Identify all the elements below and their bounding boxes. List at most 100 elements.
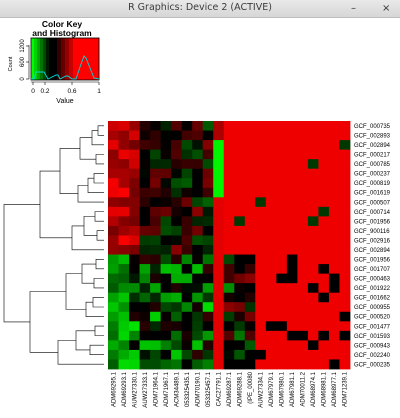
heatmap-cell — [202, 311, 214, 322]
heatmap-cell — [108, 254, 119, 265]
heatmap-cell — [181, 302, 193, 313]
heatmap-cell — [307, 292, 319, 303]
heatmap-cell — [171, 264, 183, 275]
heatmap-cell — [118, 321, 130, 332]
heatmap-cell — [181, 254, 193, 265]
heatmap-cell — [318, 254, 330, 265]
heatmap-cell — [307, 359, 319, 370]
heatmap-column-label: ADM69293.1 — [122, 371, 128, 407]
heatmap-cell — [213, 197, 225, 208]
heatmap-cell — [213, 178, 225, 189]
heatmap-cell — [202, 359, 214, 370]
heatmap-cell — [328, 283, 340, 294]
heatmap-cell — [255, 197, 267, 208]
heatmap-cell — [318, 178, 330, 189]
heatmap-cell — [181, 340, 193, 351]
heatmap-cell — [108, 264, 119, 275]
dendrogram-branch — [59, 148, 80, 195]
heatmap-cell — [234, 206, 246, 217]
heatmap-cell — [213, 168, 225, 179]
heatmap-cell — [255, 178, 267, 189]
heatmap-cell — [160, 235, 172, 246]
heatmap-cell — [328, 149, 340, 160]
heatmap-cell — [339, 235, 351, 246]
heatmap-cell — [244, 225, 256, 236]
heatmap-cell — [276, 292, 288, 303]
heatmap-cell — [139, 206, 151, 217]
color-key-x-ticks: 0 0.2 0.6 1 — [31, 82, 101, 95]
heatmap-cell — [129, 187, 140, 198]
heatmap-cell — [286, 264, 298, 275]
heatmap-cell — [139, 302, 151, 313]
heatmap-cell — [223, 340, 235, 351]
color-key-frame — [30, 37, 100, 81]
heatmap-cell — [223, 349, 235, 360]
heatmap-cell — [213, 359, 225, 370]
heatmap-cell — [150, 149, 162, 160]
heatmap-cell — [118, 330, 130, 341]
heatmap-cell — [297, 321, 309, 332]
heatmap-cell — [171, 235, 183, 246]
heatmap-cell — [129, 340, 140, 351]
minimize-button[interactable]: – — [351, 3, 356, 14]
heatmap-cell — [244, 197, 256, 208]
heatmap-cell — [318, 349, 330, 360]
heatmap-cell — [276, 330, 288, 341]
heatmap-cell — [213, 187, 225, 198]
heatmap-cell — [234, 225, 246, 236]
heatmap-cell — [181, 159, 193, 170]
heatmap-cell — [255, 283, 267, 294]
heatmap-row-label: GCF_000714 — [354, 210, 391, 216]
heatmap-cell — [244, 140, 256, 151]
heatmap-cell — [286, 225, 298, 236]
heatmap-cell — [192, 359, 204, 370]
dendrogram-branch — [93, 173, 104, 184]
heatmap-cell — [129, 311, 140, 322]
heatmap-cell — [255, 159, 267, 170]
heatmap-cell — [108, 197, 119, 208]
heatmap-column-label: ADM67980.1 — [280, 371, 286, 407]
heatmap-cell — [265, 283, 277, 294]
heatmap-cell — [171, 245, 183, 255]
heatmap-cell — [244, 245, 256, 255]
heatmap-cell — [150, 197, 162, 208]
heatmap-cell — [318, 264, 330, 275]
heatmap-cell — [265, 302, 277, 313]
heatmap-cell — [129, 140, 140, 151]
heatmap-cell — [150, 140, 162, 151]
heatmap-row-label: GCF_000943 — [354, 343, 391, 349]
heatmap-cell — [171, 216, 183, 227]
heatmap-cell — [276, 254, 288, 265]
heatmap-cell — [339, 264, 351, 275]
heatmap-cell — [150, 340, 162, 351]
color-key-band-10 — [69, 38, 74, 80]
window-title: R Graphics: Device 2 (ACTIVE) — [128, 2, 272, 13]
heatmap-cell — [328, 235, 340, 246]
heatmap-cell — [223, 206, 235, 217]
heatmap-cell — [297, 330, 309, 341]
heatmap-cell — [297, 349, 309, 360]
heatmap-cell — [150, 206, 162, 217]
heatmap-cell — [129, 321, 140, 332]
heatmap-cell — [307, 140, 319, 151]
heatmap-cell — [286, 359, 298, 370]
heatmap-cell — [339, 311, 351, 322]
heatmap-cell — [234, 349, 246, 360]
heatmap-cell — [328, 178, 340, 189]
heatmap-cell — [160, 178, 172, 189]
heatmap-cell — [129, 283, 140, 294]
heatmap-cell — [108, 187, 119, 198]
heatmap-cell — [139, 254, 151, 265]
heatmap-column-label: ADM70011.2 — [301, 371, 307, 406]
heatmap-cell — [255, 168, 267, 179]
heatmap-cell — [265, 206, 277, 217]
heatmap-cell — [160, 245, 172, 255]
close-button[interactable]: × — [382, 3, 390, 14]
heatmap-cell — [339, 340, 351, 351]
heatmap-cell — [202, 149, 214, 160]
heatmap-row-label: GCF_001619 — [354, 191, 391, 197]
heatmap-cell — [202, 330, 214, 341]
heatmap-cell — [213, 264, 225, 275]
color-key-y-label: Count — [8, 56, 14, 71]
heatmap-cell — [108, 130, 119, 141]
